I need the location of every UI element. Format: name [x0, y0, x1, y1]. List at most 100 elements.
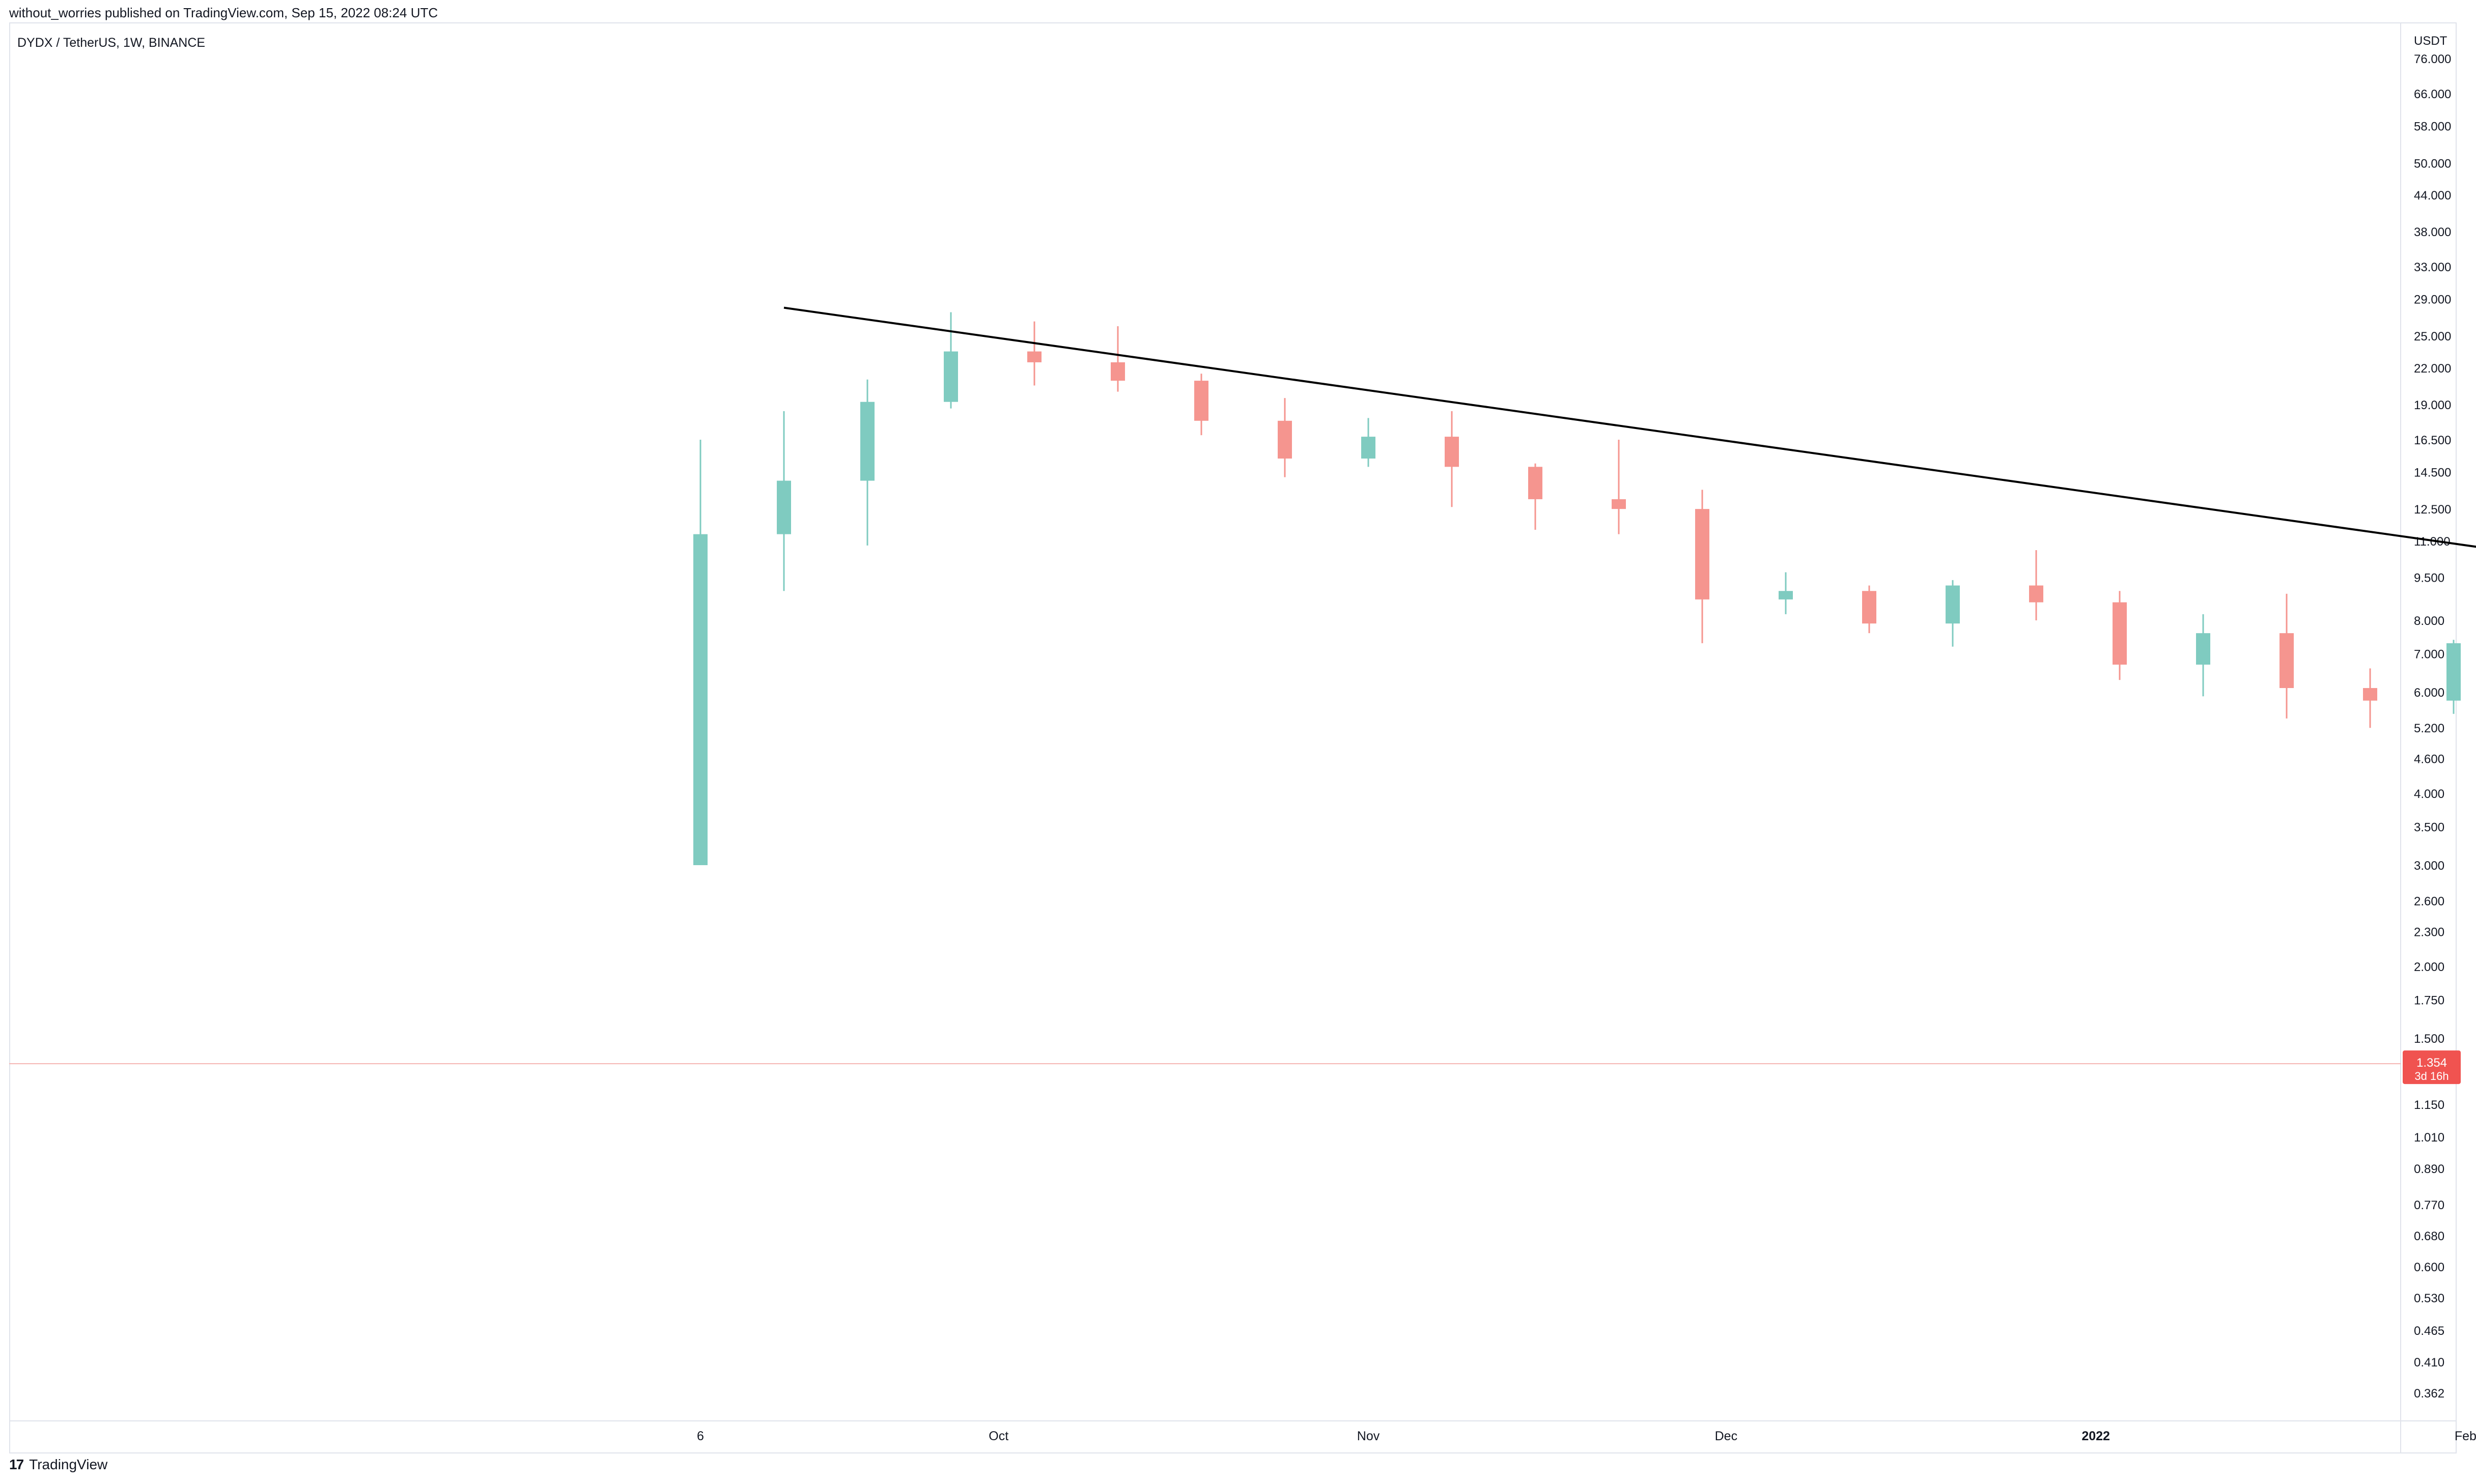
candle — [944, 312, 958, 409]
candle — [1695, 490, 1709, 643]
price-tick-label: 38.000 — [2414, 225, 2451, 239]
candle — [1779, 572, 1793, 614]
price-tick-label: 0.890 — [2414, 1162, 2444, 1176]
price-tick-label: 2.600 — [2414, 895, 2444, 908]
price-tick-label: 0.410 — [2414, 1356, 2444, 1369]
price-tick-label: 76.000 — [2414, 52, 2451, 66]
price-tick-label: 50.000 — [2414, 157, 2451, 170]
price-tick-label: 8.000 — [2414, 614, 2444, 628]
candle-body — [1361, 437, 1375, 459]
candle — [1027, 321, 1042, 386]
price-tick-label: 3.000 — [2414, 859, 2444, 873]
price-tick-label: 29.000 — [2414, 293, 2451, 306]
candle-body — [2446, 643, 2461, 701]
candle — [860, 379, 875, 546]
price-tick-label: 16.500 — [2414, 434, 2451, 447]
price-tick-label: 0.770 — [2414, 1198, 2444, 1212]
candle-body — [777, 480, 791, 534]
trendline — [783, 306, 2476, 548]
candle-body — [2280, 633, 2294, 688]
trendline-drawing[interactable] — [783, 306, 2476, 1166]
brand-name: TradingView — [29, 1457, 108, 1472]
price-tick-label: 6.000 — [2414, 686, 2444, 700]
candle-body — [2196, 633, 2210, 665]
price-tick-label: 1.150 — [2414, 1098, 2444, 1112]
time-tick-label: 6 — [697, 1429, 704, 1443]
price-tick-label: 12.500 — [2414, 503, 2451, 517]
candle — [693, 439, 708, 865]
candle — [2280, 593, 2294, 719]
candle — [2446, 640, 2461, 714]
currency-label: USDT — [2414, 34, 2447, 48]
price-tick-label: 2.300 — [2414, 925, 2444, 939]
price-tick-label: 0.362 — [2414, 1387, 2444, 1401]
candle — [1612, 439, 1626, 534]
price-tick-label: 1.500 — [2414, 1032, 2444, 1046]
candle-body — [1862, 591, 1876, 624]
candle-body — [860, 402, 875, 481]
candle — [1194, 374, 1208, 436]
candle-body — [1111, 362, 1125, 381]
time-tick-label: 2022 — [2081, 1429, 2110, 1443]
candle-body — [1695, 509, 1709, 600]
price-tick-label: 58.000 — [2414, 120, 2451, 134]
price-tick-label: 1.750 — [2414, 993, 2444, 1007]
price-tick-label: 0.465 — [2414, 1324, 2444, 1338]
candle — [1862, 585, 1876, 634]
candle — [1278, 398, 1292, 477]
price-tick-label: 14.500 — [2414, 466, 2451, 479]
price-tick-label: 1.010 — [2414, 1131, 2444, 1145]
price-tick-label: 4.600 — [2414, 752, 2444, 766]
chart-frame — [9, 22, 2457, 1453]
price-axis[interactable]: 76.000 66.000 58.000 50.000 44.000 38.000 33.0… — [2414, 52, 2451, 1401]
price-tick-label: 0.680 — [2414, 1230, 2444, 1243]
time-tick-label: Nov — [1357, 1429, 1380, 1443]
candle — [1111, 326, 1125, 392]
candle-body — [1194, 381, 1208, 421]
candle-body — [2029, 585, 2043, 603]
candle-body — [1027, 351, 1042, 362]
price-tick-label: 2.000 — [2414, 960, 2444, 974]
time-tick-label: Dec — [1715, 1429, 1737, 1443]
bar-countdown: 3d 16h — [2414, 1070, 2449, 1082]
price-tick-label: 33.000 — [2414, 261, 2451, 274]
price-tick-label: 7.000 — [2414, 647, 2444, 661]
price-tick-label: 0.600 — [2414, 1261, 2444, 1274]
candles — [693, 312, 2461, 865]
candle-body — [1779, 591, 1793, 600]
candle — [1361, 418, 1375, 467]
candle-body — [1946, 585, 1960, 624]
price-tick-label: 25.000 — [2414, 330, 2451, 344]
price-tick-label: 19.000 — [2414, 398, 2451, 412]
time-axis[interactable]: 6OctNovDec2022FebMarAprMayJunJulAugSepOc… — [697, 1429, 2476, 1443]
candle-body — [1528, 467, 1542, 499]
last-price-value: 1.354 — [2416, 1056, 2447, 1070]
price-tick-label: 4.000 — [2414, 787, 2444, 801]
tradingview-logo-icon: 17 — [9, 1457, 24, 1472]
candle — [2029, 550, 2043, 620]
candle — [1445, 411, 1459, 507]
candle-body — [1278, 420, 1292, 459]
price-tick-label: 66.000 — [2414, 88, 2451, 101]
candle-body — [944, 351, 958, 402]
price-tick-label: 44.000 — [2414, 189, 2451, 203]
candle-body — [693, 534, 708, 865]
candle — [1946, 580, 1960, 647]
candle-body — [2113, 602, 2127, 665]
time-tick-label: Oct — [989, 1429, 1008, 1443]
candle — [2363, 668, 2377, 728]
price-badge-box — [2403, 1050, 2461, 1085]
candle-body — [1445, 437, 1459, 467]
symbol-title[interactable]: DYDX / TetherUS, 1W, BINANCE — [17, 36, 206, 50]
publish-info: without_worries published on TradingView… — [9, 5, 438, 20]
candle — [777, 411, 791, 591]
price-tick-label: 5.200 — [2414, 722, 2444, 735]
candle — [2113, 591, 2127, 680]
price-tick-label: 3.500 — [2414, 820, 2444, 834]
tradingview-brand[interactable]: 17 TradingView — [9, 1457, 107, 1473]
price-tick-label: 22.000 — [2414, 362, 2451, 376]
price-tick-label: 0.530 — [2414, 1292, 2444, 1305]
time-tick-label: Feb — [2455, 1429, 2476, 1443]
